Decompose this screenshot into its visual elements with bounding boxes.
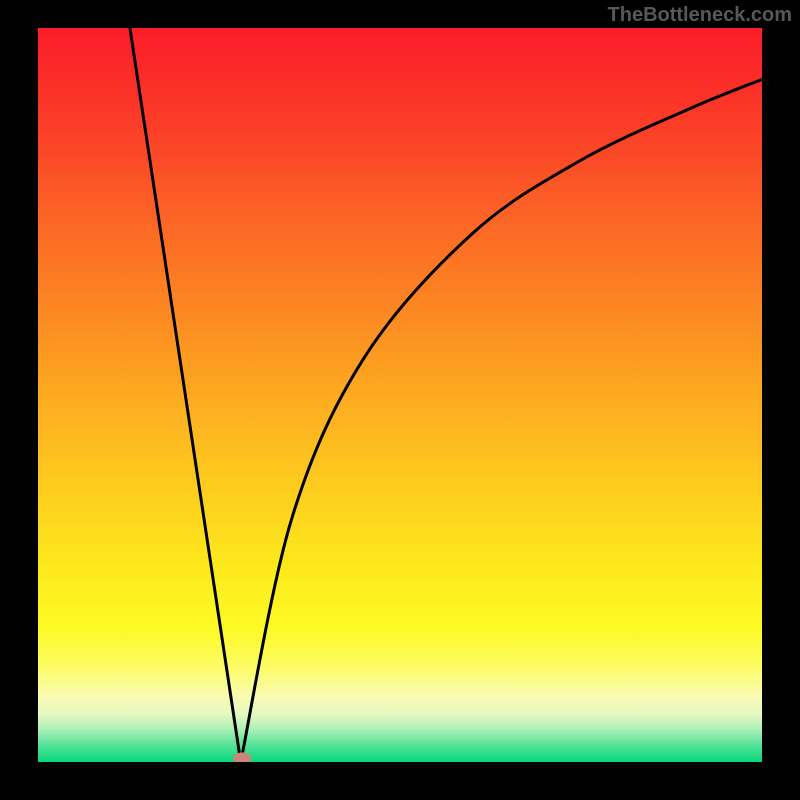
minimum-marker — [233, 752, 251, 764]
watermark-text: TheBottleneck.com — [608, 4, 792, 27]
chart-container: TheBottleneck.com — [0, 0, 800, 800]
bottleneck-chart — [0, 0, 800, 800]
